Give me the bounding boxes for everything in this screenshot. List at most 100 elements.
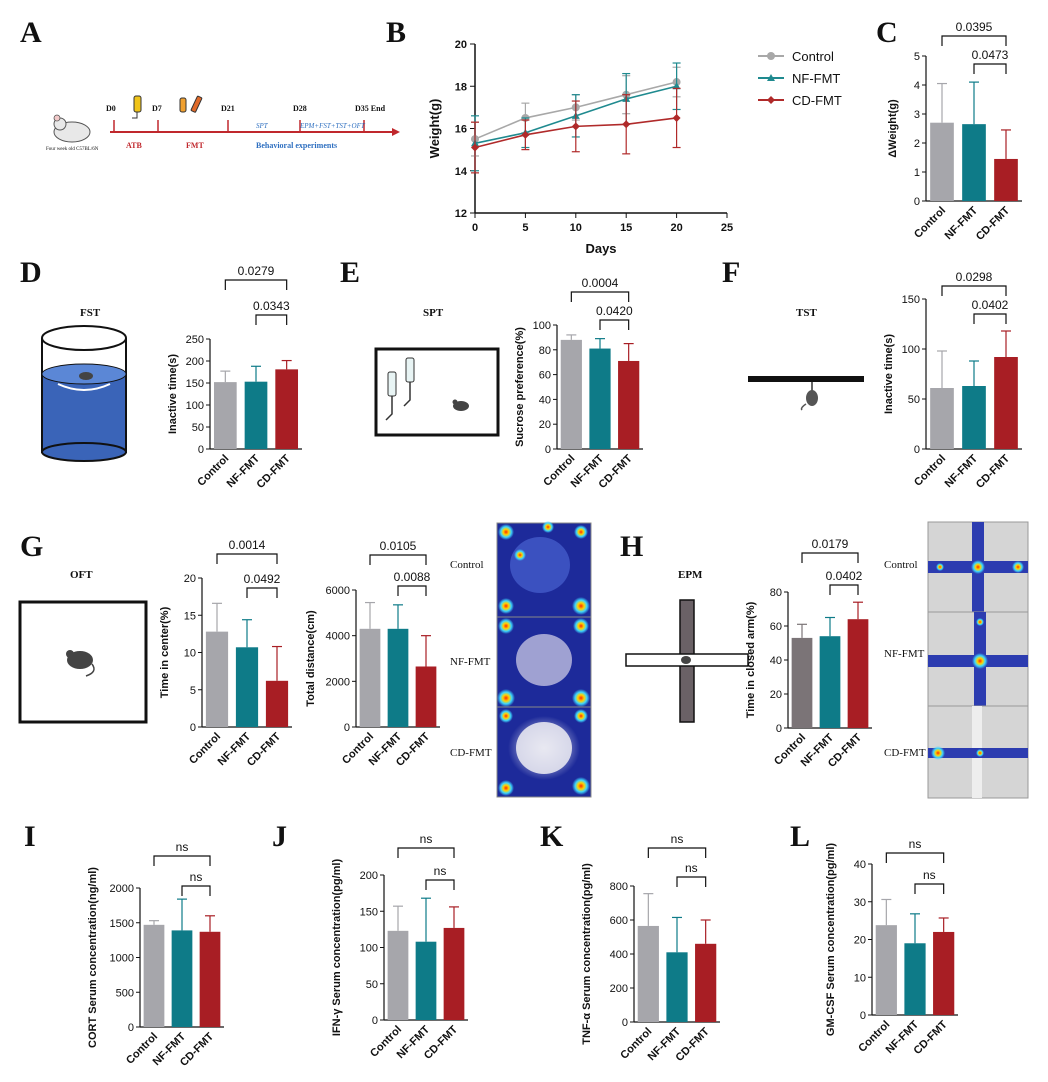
y-tick-label: 2 xyxy=(914,138,920,150)
panel-letter-l: L xyxy=(790,820,810,853)
mouse-strain-label: Four week old C57BL/6N xyxy=(46,147,99,152)
bar-cd-fmt xyxy=(618,360,640,449)
legend-label-control: Control xyxy=(792,49,834,64)
y-tick-label: 250 xyxy=(186,334,204,346)
bar-cd-fmt xyxy=(199,931,221,1027)
mouse-icon xyxy=(681,656,691,664)
y-tick-label: 0 xyxy=(198,444,204,456)
y-tick-label: 0 xyxy=(914,444,920,456)
timeline-ticks xyxy=(113,120,365,132)
timeline-fmt: FMT xyxy=(186,141,204,150)
y-tick-label: 600 xyxy=(610,915,628,927)
bar-cd-fmt xyxy=(695,943,717,1022)
y-axis-label: Time in center(%) xyxy=(159,606,171,698)
bar-nf-fmt xyxy=(589,348,611,449)
bar-nf-fmt xyxy=(415,941,437,1020)
y-tick-label: 0 xyxy=(860,1010,866,1022)
significance-bracket xyxy=(181,885,211,896)
significance-bracket xyxy=(599,319,630,330)
bar-control xyxy=(637,925,659,1022)
x-tick-label: 25 xyxy=(721,222,733,234)
y-tick-label: 0 xyxy=(344,722,350,734)
data-point xyxy=(622,120,631,129)
significance-bracket xyxy=(216,553,278,564)
bar-nf-fmt xyxy=(904,943,926,1015)
epm-heatmap-label-cd-fmt: CD-FMT xyxy=(884,747,926,759)
p-value-label: 0.0014 xyxy=(229,538,266,552)
delta-weight-bar-chart: 012345ΔWeight(g)ControlNF-FMTCD-FMT0.039… xyxy=(887,20,1022,243)
y-tick-label: 1 xyxy=(914,167,920,179)
y-tick-label: 0 xyxy=(128,1022,134,1034)
panel-letter-f: F xyxy=(722,256,740,289)
timeline-day-d28: D28 xyxy=(293,104,307,113)
significance-bracket xyxy=(885,852,945,863)
p-value-label: 0.0343 xyxy=(253,299,290,313)
y-axis-label: GM-CSF Serum concentration(pg/ml) xyxy=(825,843,837,1036)
bar-control xyxy=(560,339,582,449)
y-axis-label: ΔWeight(g) xyxy=(887,99,899,158)
significance-bracket xyxy=(941,35,1007,46)
bar-cd-fmt xyxy=(994,158,1018,201)
bar-nf-fmt xyxy=(962,124,986,201)
x-tick-label: Control xyxy=(912,453,948,489)
tail-suspension-illustration xyxy=(748,376,864,411)
x-tick-label: 0 xyxy=(472,222,478,234)
significance-bracket xyxy=(941,285,1007,296)
tnf-alpha-bar-chart: 0 200 400 600 800 TNF-α Serum concentration(p… xyxy=(581,832,720,1064)
data-point xyxy=(521,130,530,139)
panel-letter-b: B xyxy=(386,16,406,49)
timeline-tests: EPM+FST+TST+OFT xyxy=(299,122,366,130)
significance-bracket xyxy=(425,879,455,890)
bar-control xyxy=(791,637,813,728)
epm-heatmaps: Control NF-FMT CD-FMT xyxy=(884,521,1029,799)
significance-bracket xyxy=(255,314,288,325)
y-tick-label: 20 xyxy=(539,419,551,431)
bar-control xyxy=(205,631,229,727)
data-point xyxy=(672,113,681,122)
bar-nf-fmt xyxy=(819,636,841,728)
p-value-label: 0.0395 xyxy=(956,20,993,34)
x-tick-label: Control xyxy=(912,205,948,241)
p-value-label: 0.0179 xyxy=(812,537,849,551)
y-tick-label: 0 xyxy=(372,1015,378,1027)
oft-heatmap-label-cd-fmt: CD-FMT xyxy=(450,747,492,759)
bar-cd-fmt xyxy=(933,931,955,1015)
y-axis-label: TNF-α Serum concentration(pg/ml) xyxy=(581,863,593,1045)
timeline-arrow xyxy=(392,128,400,136)
y-tick-label: 6000 xyxy=(326,585,350,597)
x-tick-label: CD-FMT xyxy=(245,730,283,768)
panel-letter-e: E xyxy=(340,256,360,289)
x-tick-label: CD-FMT xyxy=(974,204,1012,242)
tst-label: TST xyxy=(796,307,817,319)
p-value-label: 0.0473 xyxy=(972,48,1009,62)
bar-nf-fmt xyxy=(244,381,268,449)
p-value-label: ns xyxy=(190,870,203,884)
legend-label-nf-fmt: NF-FMT xyxy=(792,71,840,86)
p-value-label: ns xyxy=(671,832,684,846)
significance-bracket xyxy=(397,585,427,596)
y-tick-label: 150 xyxy=(902,294,920,306)
bar-nf-fmt xyxy=(666,952,688,1022)
data-point xyxy=(672,82,681,90)
p-value-label: ns xyxy=(434,864,447,878)
y-tick-label: 0 xyxy=(622,1017,628,1029)
timeline-day-d35: D35 End xyxy=(355,104,386,113)
antibiotic-bottle-icon xyxy=(132,95,142,119)
bar-nf-fmt xyxy=(387,628,409,727)
bar-control xyxy=(387,930,409,1020)
y-tick-label: 800 xyxy=(610,881,628,893)
y-tick-label: 16 xyxy=(455,124,467,136)
y-tick-label: 100 xyxy=(902,344,920,356)
significance-bracket xyxy=(153,855,211,866)
p-value-label: ns xyxy=(923,868,936,882)
p-value-label: ns xyxy=(685,861,698,875)
p-value-label: 0.0088 xyxy=(394,570,431,584)
y-tick-label: 60 xyxy=(770,621,782,633)
y-tick-label: 200 xyxy=(360,870,378,882)
oft-heatmap-nf-fmt xyxy=(496,616,592,708)
p-value-label: 0.0420 xyxy=(596,304,633,318)
panel-letter-h: H xyxy=(620,530,643,563)
